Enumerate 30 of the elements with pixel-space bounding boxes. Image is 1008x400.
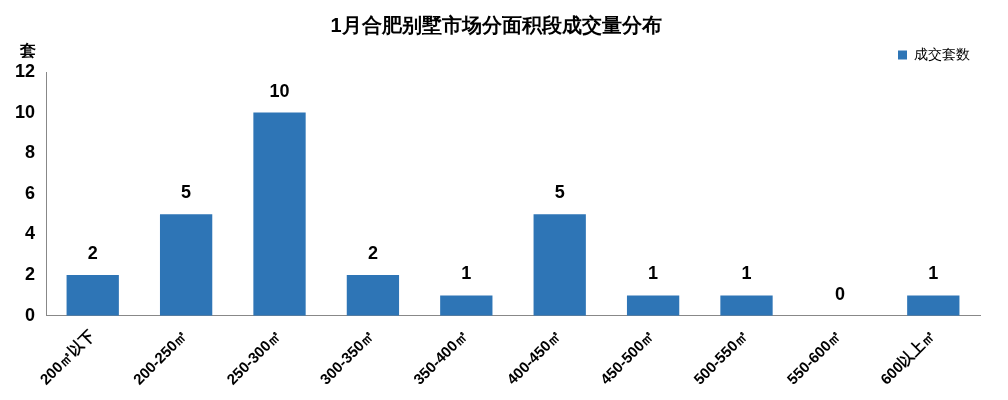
data-label: 2 — [367, 243, 378, 264]
data-label: 2 — [87, 243, 98, 264]
bar — [346, 275, 400, 316]
y-tick-label: 0 — [25, 304, 36, 325]
y-tick-label: 4 — [25, 223, 36, 244]
bar — [907, 295, 960, 316]
data-label: 5 — [181, 182, 192, 203]
data-label: 1 — [928, 263, 939, 284]
data-label: 1 — [461, 263, 472, 284]
y-tick-label: 10 — [14, 101, 36, 122]
data-label: 1 — [741, 263, 752, 284]
bar — [159, 214, 213, 316]
legend-label: 成交套数 — [914, 45, 970, 62]
data-label: 0 — [834, 283, 845, 304]
bar — [253, 112, 306, 316]
y-tick-label: 2 — [25, 264, 36, 285]
y-tick-label: 6 — [25, 182, 36, 203]
x-tick-label: 600以上㎡ — [876, 326, 939, 388]
data-label: 10 — [269, 80, 290, 101]
bar — [66, 275, 119, 316]
bar — [626, 295, 680, 316]
bar — [440, 295, 493, 316]
data-label: 5 — [554, 182, 565, 203]
chart-title: 1月合肥别墅市场分面积段成交量分布 — [330, 13, 662, 36]
bar — [720, 295, 773, 316]
data-label: 1 — [648, 263, 659, 284]
y-tick-label: 8 — [25, 142, 36, 163]
y-tick-label: 12 — [14, 60, 36, 81]
y-axis-title: 套 — [19, 42, 36, 60]
bar — [533, 214, 586, 316]
